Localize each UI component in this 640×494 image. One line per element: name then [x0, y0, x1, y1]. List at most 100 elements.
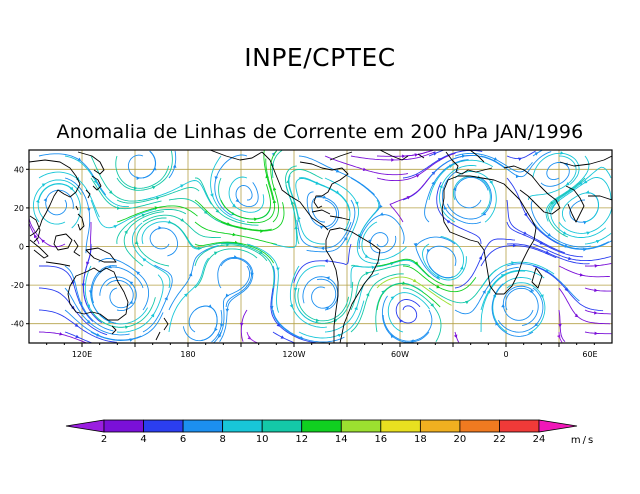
streamline-arrow: [529, 289, 533, 294]
colorbar-label: 10: [256, 434, 269, 445]
streamline-arrow: [430, 303, 434, 308]
streamline-arrow: [585, 190, 590, 194]
colorbar-segment: [380, 419, 421, 433]
streamline-arrow: [234, 240, 239, 245]
streamline-arrow: [443, 205, 448, 210]
streamline-arrow: [446, 220, 451, 224]
streamline-arrow: [565, 182, 570, 186]
streamline-arrow: [129, 281, 134, 285]
streamline-arrow: [379, 204, 383, 209]
streamline-arrow: [478, 255, 483, 260]
lat-tick-label: 20: [14, 204, 24, 213]
streamline-arrow: [586, 231, 591, 235]
streamline-arrow: [214, 176, 219, 180]
streamline-arrow: [253, 217, 258, 222]
colorbar-label: 4: [140, 434, 146, 445]
streamline-arrow: [594, 288, 598, 293]
streamline-arrow: [203, 210, 208, 214]
streamline-arrow: [154, 206, 159, 210]
streamline-arrow: [594, 331, 599, 336]
streamline-arrow: [511, 261, 515, 265]
streamline-arrow: [324, 259, 328, 263]
streamline-arrow: [379, 212, 384, 216]
streamline-arrow: [225, 293, 230, 298]
streamline-arrow: [518, 157, 522, 161]
streamline-arrow: [81, 283, 86, 288]
streamline-arrow: [152, 166, 157, 171]
streamline-arrow: [134, 240, 139, 245]
streamline-arrow: [482, 289, 486, 294]
streamline-arrow: [365, 292, 370, 297]
streamline-arrow: [297, 215, 301, 220]
colorbar-min-arrow: [65, 419, 105, 433]
streamline-arrow: [155, 196, 160, 200]
streamline-arrow: [534, 152, 539, 156]
streamline-arrow: [188, 272, 193, 277]
streamline-arrow: [540, 294, 544, 299]
colorbar-segment: [459, 419, 500, 433]
coastlines: [29, 150, 612, 343]
streamline-arrow: [197, 246, 202, 251]
streamline-arrow: [86, 319, 91, 324]
streamline-arrow: [560, 151, 564, 155]
colorbar-segment: [143, 419, 184, 433]
streamline-arrow: [500, 274, 505, 278]
streamline-arrow: [523, 231, 528, 235]
streamline-arrow: [583, 180, 588, 184]
streamline-arrow: [414, 153, 419, 157]
colorbar-label: 20: [454, 434, 467, 445]
org-title: INPE/CPTEC: [244, 43, 396, 72]
streamline-arrow: [335, 169, 340, 173]
streamline-arrow: [41, 183, 46, 187]
streamlines: [29, 150, 612, 343]
streamline-arrow: [564, 162, 568, 167]
streamline-arrow: [381, 290, 386, 294]
streamline-arrow: [141, 213, 146, 218]
streamline-arrow: [390, 296, 395, 300]
streamline-arrow: [568, 256, 572, 261]
streamline-arrow: [534, 322, 539, 327]
streamline-arrow: [515, 174, 520, 179]
streamline-arrow: [272, 186, 277, 191]
streamline-arrow: [86, 304, 90, 309]
streamline-arrow: [523, 212, 528, 217]
streamline-arrow: [431, 181, 435, 186]
lon-tick-label: 120E: [72, 350, 92, 359]
color-scale-bar: 2 4 6 8 10 12 14 16 18 20 22 24 m/s: [65, 419, 593, 446]
streamline-arrow: [107, 264, 112, 269]
streamline-arrow: [436, 284, 441, 289]
lon-tick-label: 60E: [582, 350, 597, 359]
streamline-arrow: [172, 164, 177, 168]
streamline-arrow: [151, 186, 156, 190]
streamline-arrow: [276, 323, 281, 327]
streamline-arrow: [415, 174, 420, 178]
streamline-arrow: [136, 176, 141, 180]
streamline-arrow: [232, 203, 236, 208]
colorbar-segment: [340, 419, 382, 433]
streamline-arrow: [108, 190, 113, 194]
streamline-arrow: [124, 325, 129, 330]
streamline-arrow: [452, 187, 457, 192]
streamline-arrow: [315, 318, 320, 323]
lon-tick-label: 120W: [282, 350, 305, 359]
streamline-arrow: [158, 226, 162, 230]
streamline-arrow: [482, 212, 487, 216]
streamline-arrow: [574, 313, 579, 318]
streamline-arrow: [562, 231, 567, 235]
streamline-arrow: [74, 323, 79, 327]
streamline-arrow: [293, 287, 298, 292]
streamline-arrow: [220, 323, 224, 328]
streamline-arrow: [247, 335, 252, 340]
streamline-arrow: [78, 301, 83, 306]
streamline-arrow: [59, 332, 63, 336]
streamline-arrow: [319, 225, 324, 230]
colorbar-label: 16: [374, 434, 387, 445]
streamline-arrow: [414, 261, 419, 266]
streamline-arrow: [461, 154, 466, 158]
streamline-arrow: [354, 306, 358, 311]
streamline-arrow: [371, 265, 376, 270]
streamline-arrow: [545, 250, 550, 254]
colorbar-label: 24: [533, 434, 546, 445]
streamline-arrow: [594, 264, 599, 268]
